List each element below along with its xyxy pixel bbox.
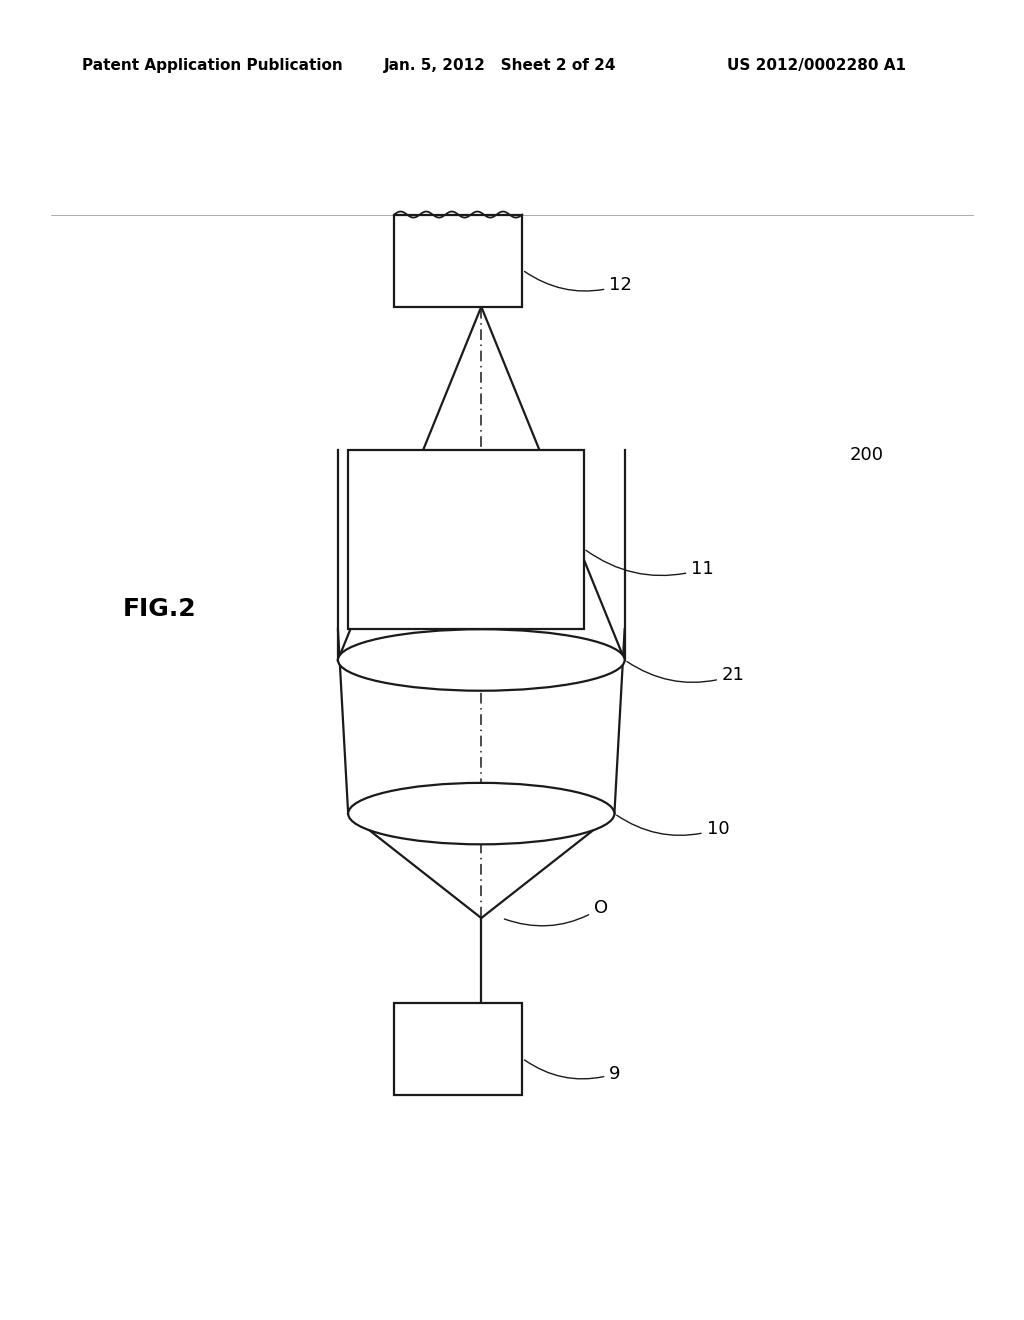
Text: 12: 12 [524,272,632,294]
Text: 9: 9 [524,1060,621,1082]
Bar [394,215,522,306]
Text: 21: 21 [627,661,744,684]
Text: O: O [505,899,608,925]
Text: 10: 10 [616,816,729,838]
Bar [348,450,584,630]
Ellipse shape [348,783,614,845]
Text: 200: 200 [850,446,884,465]
Text: US 2012/0002280 A1: US 2012/0002280 A1 [727,58,906,73]
Text: Patent Application Publication: Patent Application Publication [82,58,343,73]
Text: FIG.2: FIG.2 [123,597,197,620]
Text: Jan. 5, 2012   Sheet 2 of 24: Jan. 5, 2012 Sheet 2 of 24 [384,58,616,73]
Text: 11: 11 [586,550,714,578]
Bar [394,1003,522,1096]
Ellipse shape [338,630,625,690]
